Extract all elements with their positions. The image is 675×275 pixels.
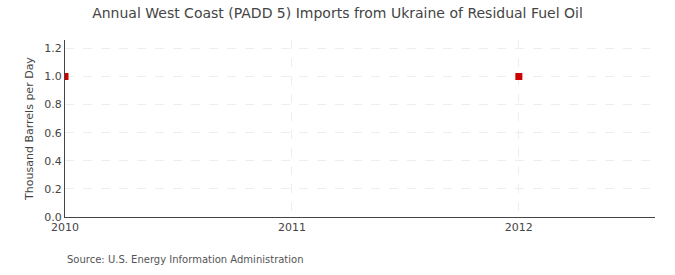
svg-text:0.0: 0.0 (44, 211, 62, 224)
svg-text:2012: 2012 (505, 221, 533, 234)
svg-text:Annual West Coast (PADD 5) Imp: Annual West Coast (PADD 5) Imports from … (92, 5, 583, 21)
svg-text:1.0: 1.0 (44, 70, 62, 83)
svg-text:0.8: 0.8 (44, 98, 62, 111)
svg-text:Thousand Barrels per Day: Thousand Barrels per Day (23, 57, 36, 201)
svg-text:1.2: 1.2 (44, 42, 62, 55)
svg-text:0.2: 0.2 (44, 183, 62, 196)
svg-text:0.6: 0.6 (44, 127, 62, 140)
svg-text:2010: 2010 (51, 221, 79, 234)
svg-text:2011: 2011 (278, 221, 306, 234)
svg-text:0.4: 0.4 (44, 155, 62, 168)
svg-text:Source: U.S. Energy Informatio: Source: U.S. Energy Information Administ… (67, 254, 304, 265)
